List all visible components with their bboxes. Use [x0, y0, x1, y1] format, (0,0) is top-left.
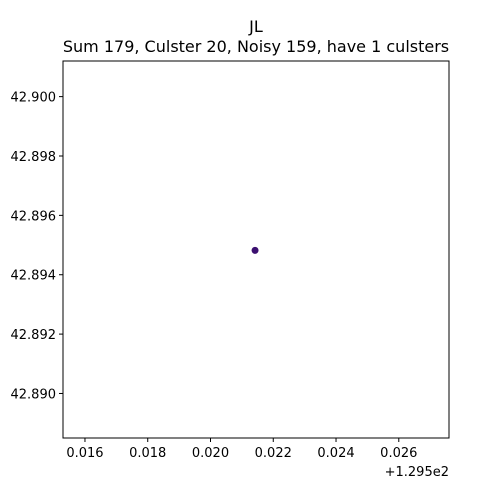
plot-area-frame [62, 60, 450, 439]
y-tick-label: 42.890 [11, 387, 57, 402]
x-tick-label: 0.026 [380, 446, 417, 461]
chart-subtitle: Sum 179, Culster 20, Noisy 159, have 1 c… [63, 37, 449, 56]
y-tick-label: 42.896 [11, 209, 57, 224]
chart-title: JL [248, 17, 263, 36]
points-layer [251, 246, 259, 254]
x-tick-label: 0.022 [255, 446, 292, 461]
x-tick-label: 0.016 [66, 446, 103, 461]
x-tick-label: 0.024 [317, 446, 354, 461]
y-tick-label: 42.894 [11, 269, 57, 284]
x-axis-offset-label: +1.295e2 [385, 465, 449, 480]
y-tick-label: 42.900 [11, 91, 57, 106]
scatter-point [251, 246, 259, 254]
x-axis: 0.016 0.018 0.020 0.022 0.024 0.026 [66, 438, 417, 461]
y-axis: 42.890 42.892 42.894 42.896 42.898 42.900 [11, 91, 63, 402]
y-tick-label: 42.892 [11, 328, 57, 343]
x-tick-label: 0.020 [192, 446, 229, 461]
y-tick-label: 42.898 [11, 150, 57, 165]
x-tick-label: 0.018 [129, 446, 166, 461]
